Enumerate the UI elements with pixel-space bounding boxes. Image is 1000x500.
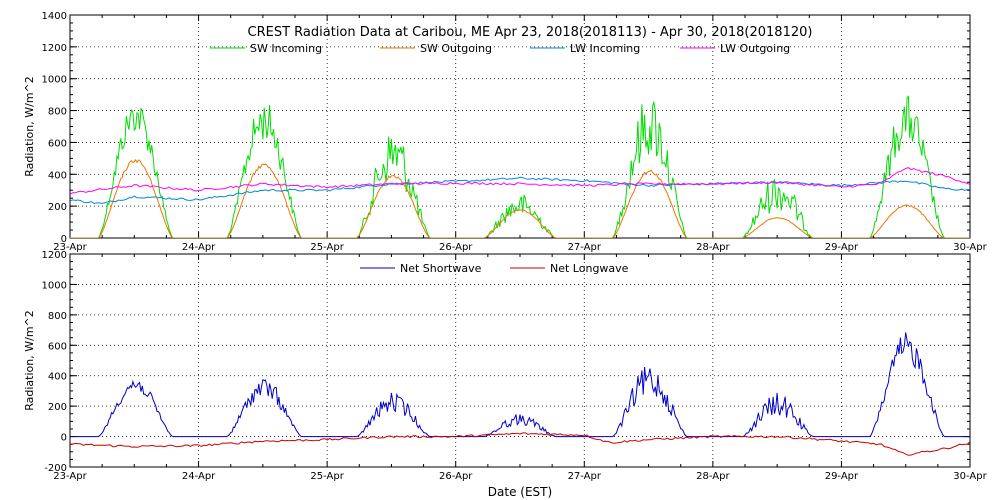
legend-label: SW Outgoing (420, 42, 492, 55)
x-tick-label: 25-Apr (310, 471, 344, 482)
x-tick-label: 29-Apr (825, 242, 859, 253)
y-tick-label: 0 (61, 234, 67, 245)
x-tick-label: 29-Apr (825, 471, 859, 482)
chart-title: CREST Radiation Data at Caribou, ME Apr … (248, 25, 813, 40)
x-tick-label: 27-Apr (568, 471, 602, 482)
x-tick-label: 28-Apr (696, 242, 730, 253)
top-panel: 23-Apr 24-Apr 25-Apr 26-Apr 27-Apr 28-Apr 29-A… (23, 11, 988, 253)
x-tick-label: 28-Apr (696, 471, 730, 482)
y-tick-label: 1200 (42, 250, 67, 261)
y-tick-label: 200 (48, 202, 67, 213)
series-line-net-shortwave (70, 332, 970, 438)
y-axis-label: Radiation, W/m^2 (23, 310, 36, 411)
series-line-lw-incoming (70, 176, 970, 205)
plot-frame (69, 253, 971, 468)
x-tick-label: 23-Apr (53, 471, 87, 482)
bottom-panel: 23-Apr 24-Apr 25-Apr 26-Apr 27-Apr 28-Apr 29-A… (23, 250, 988, 482)
series-line-sw-outgoing (70, 158, 970, 238)
y-tick-label: 600 (48, 341, 67, 352)
x-axis-label: Date (EST) (488, 485, 552, 499)
x-tick-label: 24-Apr (182, 242, 216, 253)
y-axis-label: Radiation, W/m^2 (23, 76, 36, 177)
x-tick-label: 26-Apr (439, 471, 473, 482)
y-tick-label: 400 (48, 170, 67, 181)
y-tick-label: 1400 (42, 11, 67, 22)
legend-label: SW Incoming (250, 42, 322, 55)
x-tick-label: 30-Apr (953, 242, 987, 253)
x-tick-label: 24-Apr (182, 471, 216, 482)
x-tick-label: 25-Apr (310, 242, 344, 253)
series-line-sw-incoming (70, 95, 970, 238)
legend-label: LW Incoming (570, 42, 640, 55)
x-tick-label: 23-Apr (53, 242, 87, 253)
y-tick-label: 1000 (42, 75, 67, 86)
series-line-lw-outgoing (70, 167, 970, 195)
series-line-net-longwave (70, 432, 970, 456)
x-tick-label: 27-Apr (568, 242, 602, 253)
y-tick-label: -200 (44, 463, 67, 474)
y-tick-label: 1200 (42, 43, 67, 54)
x-tick-label: 30-Apr (953, 471, 987, 482)
y-tick-label: 400 (48, 372, 67, 383)
y-tick-label: 1000 (42, 280, 67, 291)
y-tick-label: 600 (48, 138, 67, 149)
x-tick-label: 26-Apr (439, 242, 473, 253)
legend-label: Net Longwave (550, 262, 629, 275)
legend-label: LW Outgoing (720, 42, 790, 55)
y-tick-label: 0 (61, 433, 67, 444)
plot-frame (69, 14, 971, 239)
y-tick-label: 800 (48, 311, 67, 322)
y-tick-label: 800 (48, 107, 67, 118)
y-tick-label: 200 (48, 402, 67, 413)
legend-label: Net Shortwave (400, 262, 482, 275)
